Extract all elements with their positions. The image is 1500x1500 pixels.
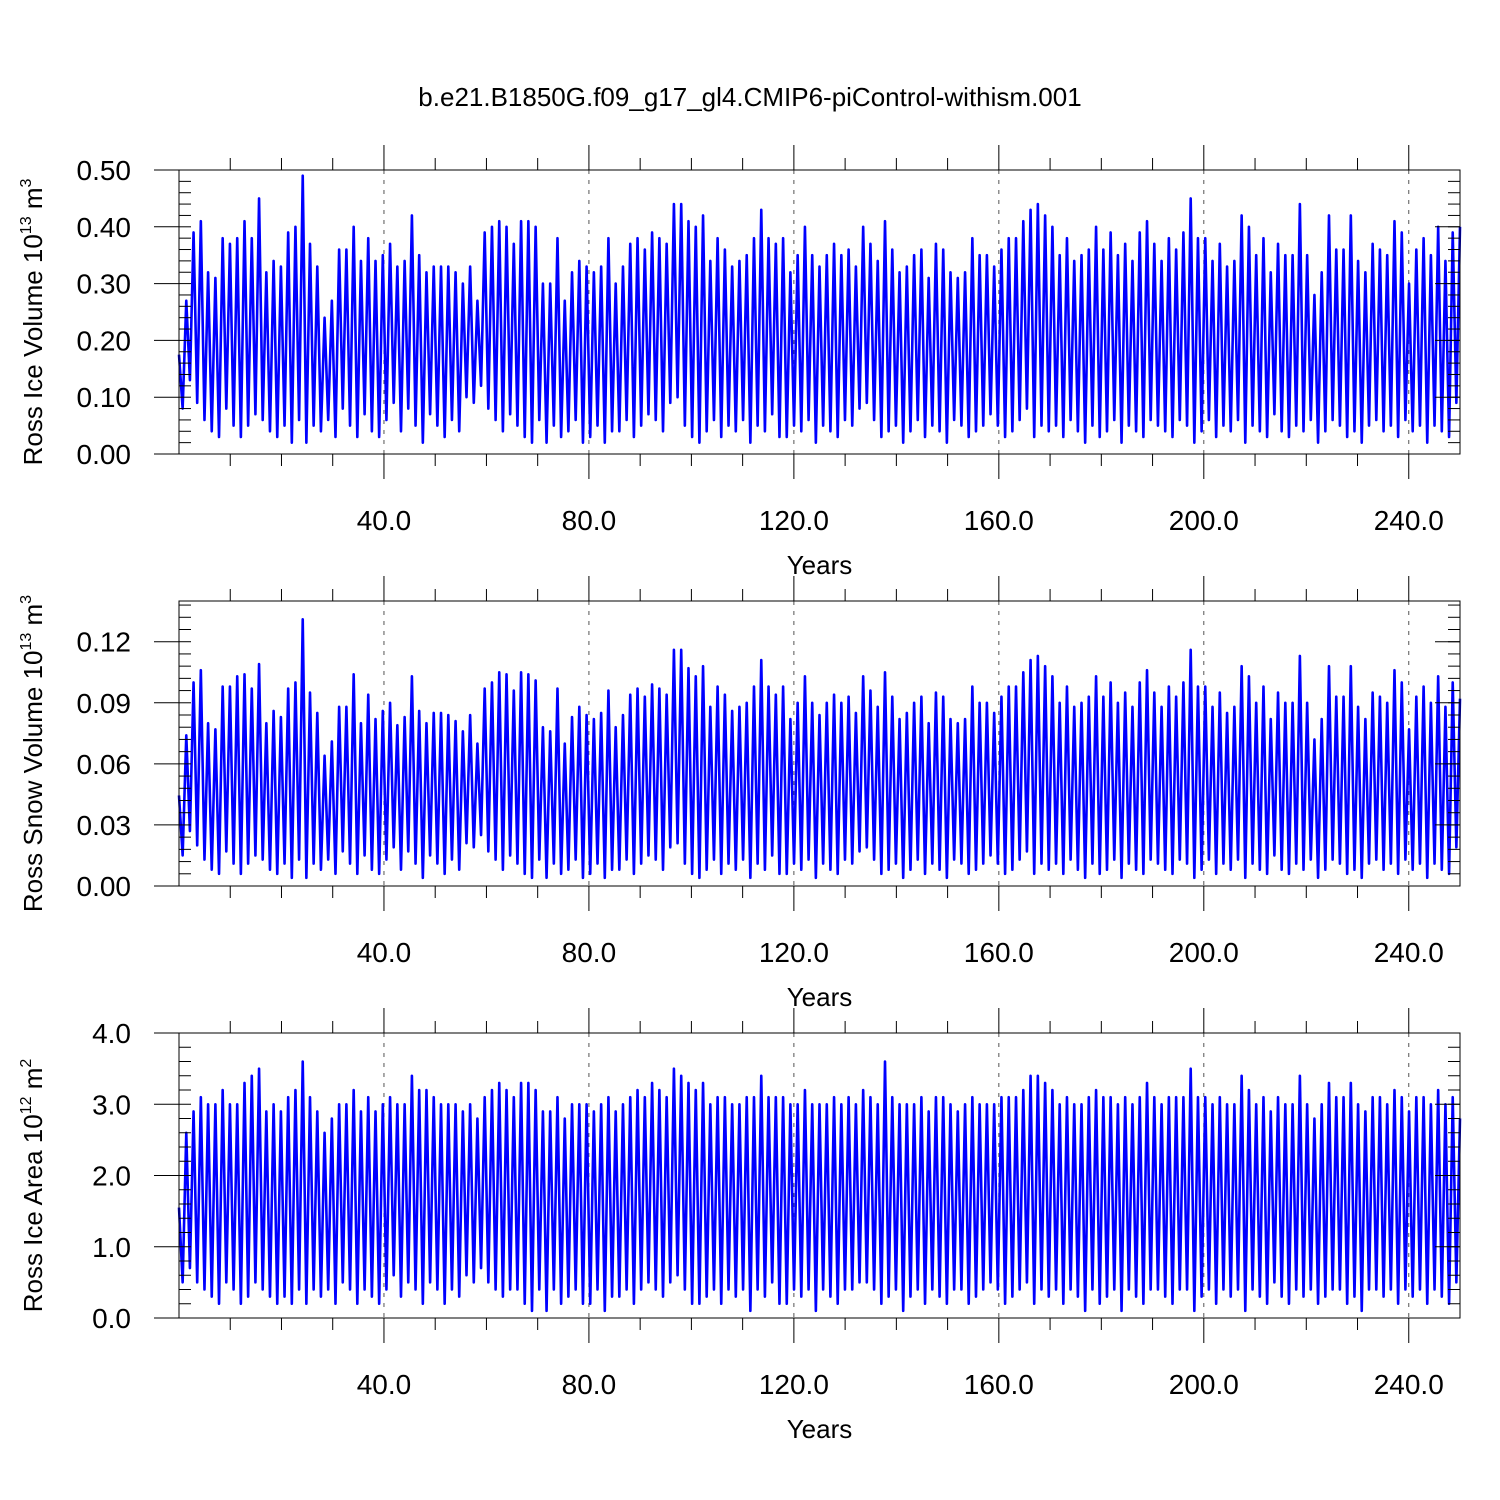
x-tick-label: 160.0 — [964, 1369, 1034, 1400]
y-tick-label: 0.03 — [77, 810, 132, 841]
y-tick-label: 0.12 — [77, 627, 132, 658]
series-line-1 — [177, 618, 1462, 880]
y-axis-label: Ross Ice Volume 1013 m3 — [18, 178, 48, 465]
y-tick-label: 0.00 — [77, 439, 132, 470]
x-axis-label: Years — [787, 982, 853, 1012]
panel-1: 0.00 0.10 0.20 0.30 0.40 0.50 40.0 80.0 120.0 160… — [18, 145, 1462, 580]
y-axis-label: Ross Ice Area 1012 m2 — [18, 1059, 48, 1313]
panel-2: 0.00 0.03 0.06 0.09 0.12 40.0 80.0 120.0 160.0 20… — [18, 576, 1462, 1012]
x-tick-label: 80.0 — [562, 505, 617, 536]
x-tick-label: 240.0 — [1374, 505, 1444, 536]
x-tick-label: 80.0 — [562, 1369, 617, 1400]
x-tick-label: 200.0 — [1169, 505, 1239, 536]
y-tick-label: 0.20 — [77, 325, 132, 356]
x-tick-label: 40.0 — [357, 1369, 412, 1400]
y-axis-label: Ross Snow Volume 1013 m3 — [18, 595, 48, 912]
y-tick-label: 0.0 — [92, 1303, 131, 1334]
x-tick-label: 120.0 — [759, 505, 829, 536]
x-tick-label: 160.0 — [964, 505, 1034, 536]
x-tick-label: 80.0 — [562, 937, 617, 968]
y-tick-label: 0.09 — [77, 688, 132, 719]
x-tick-label: 240.0 — [1374, 1369, 1444, 1400]
x-axis-label: Years — [787, 1414, 853, 1444]
y-tick-label: 4.0 — [92, 1018, 131, 1049]
x-tick-label: 160.0 — [964, 937, 1034, 968]
x-tick-label: 40.0 — [357, 505, 412, 536]
y-tick-label: 0.00 — [77, 871, 132, 902]
panels: 0.00 0.10 0.20 0.30 0.40 0.50 40.0 80.0 120.0 160… — [18, 145, 1462, 1444]
y-tick-label: 3.0 — [92, 1089, 131, 1120]
y-tick-label: 1.0 — [92, 1232, 131, 1263]
y-tick-label: 0.40 — [77, 212, 132, 243]
x-tick-label: 120.0 — [759, 1369, 829, 1400]
y-tick-label: 2.0 — [92, 1161, 131, 1192]
panel-3: 0.0 1.0 2.0 3.0 4.0 40.0 80.0 120.0 160.0 200.0 24… — [18, 1008, 1462, 1444]
y-tick-label: 0.10 — [77, 382, 132, 413]
x-tick-label: 120.0 — [759, 937, 829, 968]
series-line-1 — [177, 1060, 1462, 1313]
y-tick-label: 0.06 — [77, 749, 132, 780]
x-tick-label: 240.0 — [1374, 937, 1444, 968]
x-tick-label: 200.0 — [1169, 937, 1239, 968]
y-tick-label: 0.50 — [77, 155, 132, 186]
series-line-1 — [177, 174, 1462, 444]
plot-frame — [178, 600, 1461, 887]
x-tick-label: 40.0 — [357, 937, 412, 968]
y-tick-label: 0.30 — [77, 269, 132, 300]
x-tick-label: 200.0 — [1169, 1369, 1239, 1400]
plot-frame — [178, 169, 1461, 455]
x-axis-label: Years — [787, 550, 853, 580]
figure-title: b.e21.B1850G.f09_g17_gl4.CMIP6-piControl… — [418, 82, 1081, 112]
